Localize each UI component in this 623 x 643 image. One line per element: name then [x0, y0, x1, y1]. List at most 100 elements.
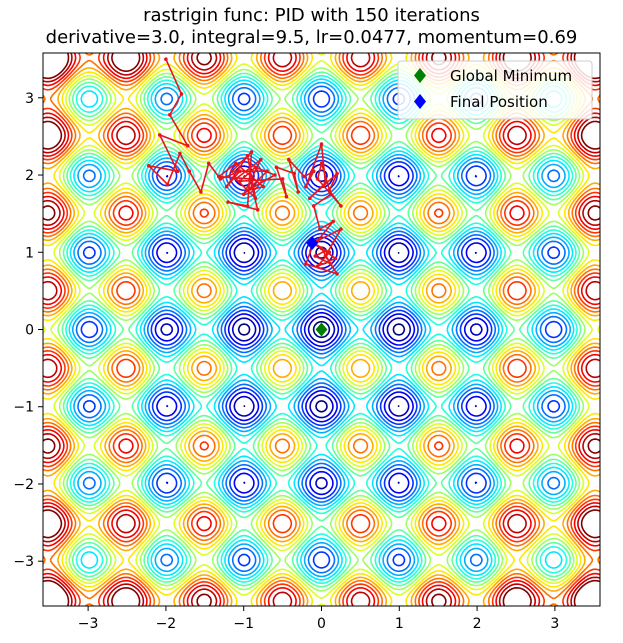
- path-point-40: [302, 174, 307, 179]
- contour-level-4: [75, 85, 568, 574]
- path-point-47: [327, 188, 332, 193]
- path-point-7: [165, 182, 170, 187]
- path-point-9: [187, 169, 192, 173]
- contour-level-8: [61, 71, 582, 588]
- path-point-35: [284, 194, 289, 199]
- path-point-36: [274, 165, 279, 170]
- path-point-45: [308, 196, 312, 200]
- path-point-31: [273, 173, 277, 177]
- path-point-4: [157, 133, 162, 137]
- contour-level-1: [160, 169, 483, 490]
- legend-box: [397, 60, 593, 120]
- x-tick-label-4: 1: [395, 616, 404, 632]
- path-point-38: [296, 190, 301, 194]
- y-axis-ticks: −3 −2 −1 0 1 2 3: [13, 91, 43, 570]
- contour-level-5: [71, 81, 572, 578]
- path-point-50: [319, 161, 324, 166]
- path-point-20: [265, 169, 269, 173]
- path-point-1: [179, 92, 184, 96]
- path-point-2: [168, 113, 172, 117]
- path-point-63: [333, 256, 338, 261]
- y-tick-label-6: 3: [25, 91, 34, 107]
- path-point-43: [319, 142, 324, 146]
- path-point-18: [259, 157, 263, 162]
- path-point-56: [339, 227, 343, 231]
- x-tick-label-3: 0: [317, 616, 326, 632]
- path-point-16: [253, 196, 258, 200]
- path-point-23: [245, 204, 250, 208]
- path-point-28: [234, 161, 238, 166]
- path-point-59: [304, 262, 308, 266]
- path-point-66: [313, 254, 318, 258]
- path-point-8: [178, 151, 182, 156]
- legend-global-minimum-label: Global Minimum: [450, 67, 572, 85]
- path-point-17: [234, 177, 238, 181]
- legend: Global Minimum Final Position: [397, 60, 593, 120]
- contour-level-14: [43, 53, 600, 606]
- y-tick-label-3: 0: [25, 323, 34, 339]
- path-point-29: [261, 184, 266, 189]
- legend-final-position-marker: [414, 94, 426, 109]
- path-point-42: [304, 184, 308, 189]
- y-tick-label-2: −1: [13, 400, 34, 416]
- y-tick-label-4: 1: [25, 245, 34, 261]
- path-point-48: [339, 204, 343, 208]
- y-tick-label-0: −3: [13, 554, 34, 570]
- path-point-10: [199, 190, 203, 194]
- path-point-67: [323, 248, 328, 253]
- path-point-15: [245, 153, 250, 158]
- point-markers: [306, 235, 328, 337]
- path-point-25: [255, 208, 260, 212]
- chart-title-line1: rastrigin func: PID with 150 iterations: [143, 5, 480, 26]
- path-point-30: [245, 188, 250, 193]
- path-point-51: [329, 192, 333, 197]
- x-tick-label-2: −1: [233, 616, 254, 632]
- global-minimum-marker: [315, 322, 328, 337]
- x-axis-ticks: −3 −2 −1 0 1 2 3: [78, 606, 559, 632]
- chart-title-line2: derivative=3.0, integral=9.5, lr=0.0477,…: [46, 27, 578, 48]
- x-tick-label-0: −3: [78, 616, 99, 632]
- path-point-13: [238, 169, 242, 173]
- x-tick-label-1: −2: [156, 616, 177, 632]
- path-point-19: [241, 192, 246, 197]
- path-point-11: [206, 161, 211, 166]
- contour-level-6: [68, 78, 575, 581]
- path-point-57: [323, 254, 328, 258]
- legend-global-minimum-marker: [414, 68, 426, 83]
- contour-level-7: [65, 74, 578, 585]
- path-point-54: [331, 219, 336, 224]
- path-point-27: [217, 174, 221, 179]
- path-point-33: [238, 179, 242, 183]
- path-point-58: [335, 272, 339, 276]
- path-point-32: [253, 165, 258, 170]
- path-point-41: [311, 169, 316, 173]
- path-point-65: [329, 262, 333, 266]
- path-point-37: [292, 171, 297, 176]
- path-point-3: [185, 143, 190, 148]
- optimizer-path: [147, 57, 343, 276]
- final-position-marker: [306, 235, 319, 250]
- path-point-64: [319, 246, 324, 251]
- contour-level-10: [43, 53, 600, 606]
- path-point-62: [315, 264, 320, 269]
- path-point-52: [311, 204, 316, 208]
- x-tick-label-6: 3: [550, 616, 559, 632]
- path-point-39: [287, 157, 291, 162]
- path-point-46: [335, 171, 339, 176]
- path-point-0: [164, 57, 168, 61]
- x-tick-label-5: 2: [473, 616, 482, 632]
- y-tick-label-5: 2: [25, 168, 34, 184]
- contour-level-15: [43, 53, 600, 606]
- path-point-5: [175, 169, 180, 173]
- path-point-6: [147, 164, 151, 168]
- contour-level-3: [80, 90, 563, 569]
- path-point-21: [230, 169, 234, 173]
- path-point-26: [248, 177, 252, 181]
- path-point-61: [327, 250, 332, 255]
- path-point-14: [224, 184, 229, 189]
- path-point-24: [226, 200, 230, 204]
- legend-final-position-label: Final Position: [450, 93, 548, 111]
- path-point-49: [315, 177, 320, 181]
- path-point-22: [249, 150, 254, 154]
